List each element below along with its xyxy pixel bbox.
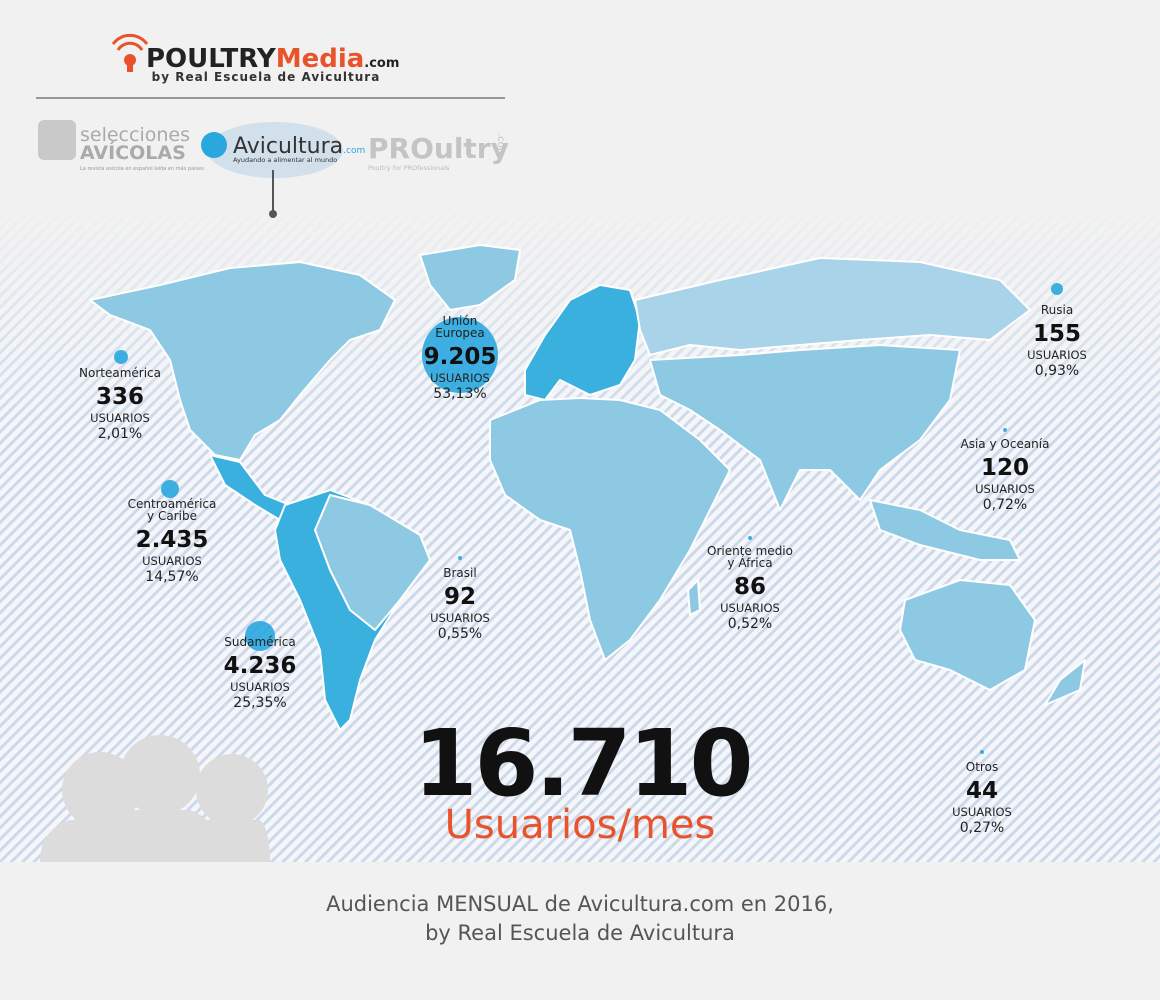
brand: POULTRYMedia.com [146, 44, 399, 74]
logo-suffix: .com [343, 146, 365, 156]
logo-tagline: Ayudando a alimentar al mundo [233, 156, 337, 164]
brand-secondary: Media [276, 44, 365, 74]
region-bubble [114, 350, 128, 364]
caption-line: by Real Escuela de Avicultura [425, 921, 735, 945]
region-unit: USUARIOS [230, 680, 290, 694]
region-unit: USUARIOS [975, 482, 1035, 496]
byline: by Real Escuela de Avicultura [152, 70, 381, 84]
brand-suffix: .com [364, 56, 399, 71]
logo-icon [116, 41, 144, 51]
logo-subtitle: AVÍCOLAS [80, 141, 186, 164]
region-percent: 0,27% [960, 820, 1004, 836]
region-percent: 0,55% [438, 626, 482, 642]
region-unit: USUARIOS [1027, 348, 1087, 362]
region-name: Oriente medio [707, 544, 793, 558]
region-name: Norteamérica [79, 366, 161, 380]
region-bubble [1051, 283, 1063, 295]
region-unit: USUARIOS [90, 411, 150, 425]
australia [899, 579, 1036, 691]
people-silhouettes [40, 735, 270, 862]
brazil [314, 494, 431, 631]
world-map [89, 244, 1086, 731]
region-percent: 2,01% [98, 426, 142, 442]
logo-title: Avicultura.com [233, 134, 365, 159]
region-value: 336 [96, 384, 144, 410]
region-unit: USUARIOS [430, 371, 490, 385]
region-name: Asia y Oceanía [961, 437, 1050, 451]
region-bubble [458, 556, 462, 560]
region-value: 92 [444, 584, 476, 610]
region-unit: USUARIOS [430, 611, 490, 625]
region-value: 120 [981, 455, 1029, 481]
logo-dot [201, 132, 227, 158]
logo-tagline: Poultry for PROfessionals [368, 164, 450, 172]
region-name: Centroamérica [128, 497, 217, 511]
region-percent: 53,13% [433, 386, 486, 402]
total-label: Usuarios/mes [445, 802, 716, 848]
region-bubble [245, 621, 275, 651]
region-name: Brasil [443, 566, 476, 580]
new-zealand [1044, 659, 1086, 706]
region-bubble [748, 536, 752, 540]
logo-icon [111, 33, 149, 45]
logo-suffix: .com [495, 133, 506, 158]
region-bubble [422, 317, 498, 393]
brand-primary: POULTRY [146, 44, 277, 74]
region-value: 2.435 [136, 527, 209, 553]
connector-dot [269, 210, 277, 218]
region-percent: 0,72% [983, 497, 1027, 513]
region-value: 4.236 [224, 653, 297, 679]
regions: Norteamérica336USUARIOS2,01%Centroaméric… [79, 283, 1087, 836]
logo-title-main: Avicultura [233, 134, 343, 159]
russia [634, 257, 1031, 356]
region-percent: 0,93% [1035, 363, 1079, 379]
logos: selecciones AVÍCOLAS La revista avícola … [38, 120, 509, 218]
region-name: y África [727, 555, 772, 570]
madagascar [687, 579, 701, 616]
southeast-asia [869, 499, 1021, 561]
logo-tagline: La revista avícola en español leída en m… [80, 165, 204, 172]
logo-mark [38, 120, 76, 160]
region-name: Unión [443, 314, 478, 328]
region-unit: USUARIOS [142, 554, 202, 568]
region-name: Sudamérica [224, 635, 295, 649]
region-bubble [980, 750, 984, 754]
region-value: 86 [734, 574, 766, 600]
region-bubble [1003, 428, 1007, 432]
region-percent: 25,35% [233, 695, 286, 711]
region-name: Rusia [1041, 303, 1073, 317]
region-bubble [161, 480, 179, 498]
region-unit: USUARIOS [720, 601, 780, 615]
north-america [89, 261, 396, 461]
africa [489, 397, 731, 661]
total-value: 16.710 [413, 710, 750, 817]
region-value: 9.205 [424, 344, 497, 370]
region-unit: USUARIOS [952, 805, 1012, 819]
logo-globe [207, 122, 343, 178]
region-percent: 14,57% [145, 569, 198, 585]
region-name: y Caribe [147, 509, 197, 523]
region-value: 155 [1033, 321, 1081, 347]
logo-icon [127, 62, 133, 72]
header: POULTRYMedia.com by Real Escuela de Avic… [36, 33, 505, 99]
logo-title: selecciones [80, 124, 190, 146]
logo-title: PROultry [368, 132, 509, 165]
region-name: Europea [435, 326, 485, 340]
caption-line: Audiencia MENSUAL de Avicultura.com en 2… [326, 892, 834, 916]
region-percent: 0,52% [728, 616, 772, 632]
asia [649, 344, 961, 511]
greenland [419, 244, 521, 311]
region-value: 44 [966, 778, 998, 804]
region-name: Otros [966, 760, 998, 774]
